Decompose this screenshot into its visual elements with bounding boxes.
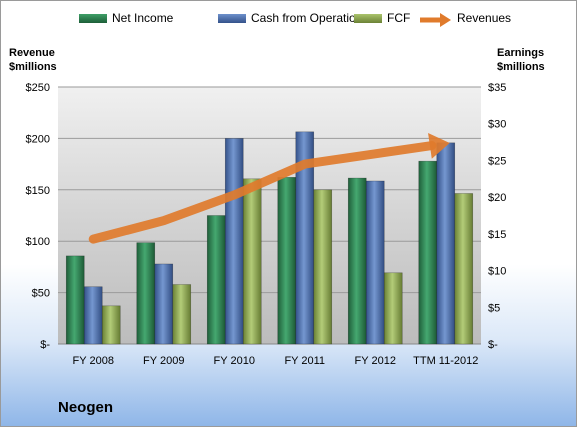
right-axis-title: Earnings $millions bbox=[497, 46, 545, 74]
bar-fcf bbox=[242, 178, 262, 345]
bar-net-income bbox=[418, 160, 438, 345]
x-tick-label: FY 2011 bbox=[284, 355, 325, 367]
left-axis-title-line-2: $millions bbox=[9, 61, 57, 73]
bar-net-income bbox=[277, 177, 297, 345]
legend-label-revenues: Revenues bbox=[457, 11, 512, 25]
left-axis-title-line-1: Revenue bbox=[9, 47, 55, 59]
left-tick-label: $150 bbox=[26, 185, 50, 197]
right-tick-label: $20 bbox=[488, 192, 506, 204]
chart-svg: $- $50 $100 $150 $200 $250 $- $5 $10 $15 $20 $25 $30… bbox=[26, 82, 507, 367]
legend-label-net-income: Net Income bbox=[112, 11, 174, 25]
right-tick-label: $25 bbox=[488, 155, 506, 167]
left-tick-label: $100 bbox=[26, 236, 50, 248]
legend-swatch-fcf bbox=[354, 14, 382, 23]
x-tick-label: FY 2009 bbox=[143, 355, 184, 367]
bar-fcf bbox=[454, 193, 474, 345]
x-tick-label: TTM 11-2012 bbox=[413, 355, 478, 367]
bar-fcf bbox=[383, 272, 403, 345]
plot-area bbox=[58, 87, 481, 344]
bar-cash-from-operations bbox=[436, 142, 456, 345]
legend-swatch-cash-from-operations bbox=[218, 14, 246, 23]
bar-cash-from-operations bbox=[83, 286, 103, 345]
left-tick-label: $200 bbox=[26, 133, 50, 145]
bar-fcf bbox=[101, 305, 121, 345]
right-tick-label: $30 bbox=[488, 119, 506, 131]
legend-label-cash-from-operations: Cash from Operations bbox=[251, 11, 369, 25]
right-tick-label: $10 bbox=[488, 266, 506, 278]
chart-title: Neogen bbox=[58, 399, 114, 416]
revenues-arrowhead bbox=[428, 132, 450, 159]
legend-swatch-net-income bbox=[79, 14, 107, 23]
revenues-line bbox=[88, 141, 437, 244]
x-tick-label: FY 2012 bbox=[355, 355, 396, 367]
left-axis-title: Revenue $millions bbox=[9, 46, 57, 74]
x-tick-label: FY 2010 bbox=[214, 355, 255, 367]
right-tick-label: $5 bbox=[488, 302, 500, 314]
bar-net-income bbox=[136, 242, 156, 345]
left-tick-label: $- bbox=[40, 339, 50, 351]
x-tick-label: FY 2008 bbox=[73, 355, 114, 367]
bar-fcf bbox=[313, 189, 333, 345]
right-tick-label: $35 bbox=[488, 82, 506, 94]
right-axis-title-line-2: $millions bbox=[497, 61, 545, 73]
legend-label-fcf: FCF bbox=[387, 11, 411, 25]
bar-fcf bbox=[172, 284, 192, 345]
bar-cash-from-operations bbox=[154, 263, 174, 345]
right-axis-title-line-1: Earnings bbox=[497, 47, 545, 59]
bar-net-income bbox=[347, 177, 367, 345]
chart-legend: Net Income Cash from Operations FCF Reve… bbox=[1, 7, 577, 31]
bar-cash-from-operations bbox=[365, 180, 385, 345]
bar-net-income bbox=[65, 255, 85, 345]
bar-cash-from-operations bbox=[224, 138, 244, 345]
legend-arrow-revenues-icon bbox=[420, 13, 451, 27]
right-tick-label: $- bbox=[488, 339, 498, 351]
bar-net-income bbox=[206, 215, 226, 345]
right-tick-label: $15 bbox=[488, 229, 506, 241]
left-tick-label: $250 bbox=[26, 82, 50, 94]
left-tick-label: $50 bbox=[32, 288, 50, 300]
